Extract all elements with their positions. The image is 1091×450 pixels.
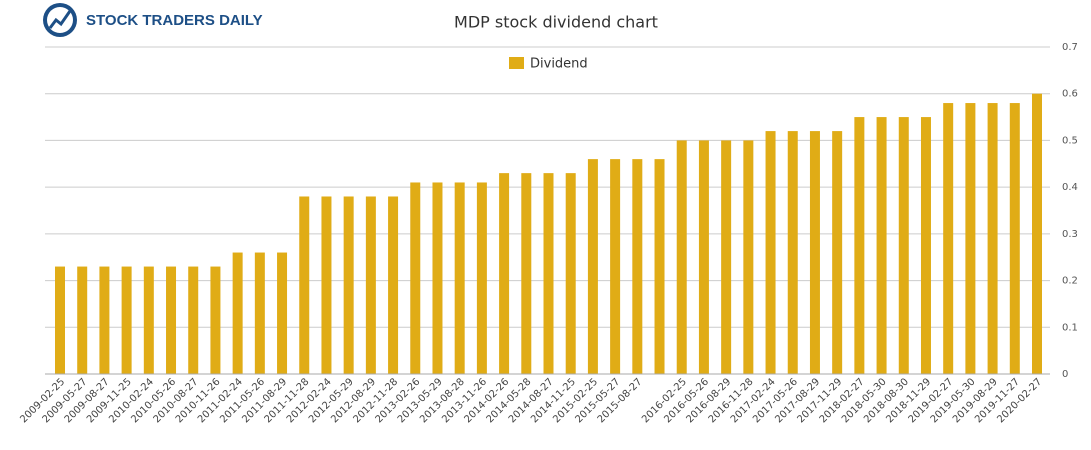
bar	[210, 266, 221, 374]
bar	[920, 117, 931, 375]
bar	[832, 131, 843, 374]
bar	[565, 173, 576, 374]
bar	[254, 252, 265, 374]
bar	[809, 131, 820, 374]
bar	[787, 131, 798, 374]
bar	[965, 103, 976, 375]
bar	[632, 159, 643, 374]
bar	[232, 252, 243, 374]
bar	[521, 173, 532, 374]
y-tick-label: 0.7	[1062, 42, 1078, 53]
bar	[388, 196, 399, 374]
bar	[121, 266, 132, 374]
y-tick-label: 0.4	[1062, 182, 1078, 193]
y-tick-label: 0.3	[1062, 229, 1078, 240]
bar	[365, 196, 376, 374]
bar	[299, 196, 310, 374]
logo: STOCK TRADERS DAILY	[43, 3, 263, 37]
bar	[1032, 93, 1042, 374]
bar	[943, 103, 954, 375]
bar	[543, 173, 554, 374]
bar	[743, 140, 754, 374]
bar	[99, 266, 110, 374]
bar	[277, 252, 288, 374]
bar	[610, 159, 621, 374]
bar	[676, 140, 687, 374]
bar	[143, 266, 154, 374]
bar	[343, 196, 354, 374]
chart-title: MDP stock dividend chart	[454, 13, 658, 32]
bar	[499, 173, 510, 374]
y-tick-label: 0.6	[1062, 89, 1078, 100]
bar	[898, 117, 909, 375]
brand: STOCK TRADERS DAILY	[86, 12, 263, 29]
bar	[166, 266, 177, 374]
bar	[587, 159, 598, 374]
bar	[698, 140, 709, 374]
bar	[987, 103, 998, 375]
bar	[476, 182, 487, 374]
bar	[410, 182, 421, 374]
bar	[188, 266, 199, 374]
bar	[876, 117, 887, 375]
bar	[321, 196, 332, 374]
bar	[654, 159, 665, 374]
y-tick-label: 0.5	[1062, 135, 1078, 146]
bar	[1009, 103, 1020, 375]
bar	[55, 266, 65, 374]
y-tick-label: 0	[1062, 369, 1068, 380]
bar	[765, 131, 776, 374]
y-tick-label: 0.2	[1062, 276, 1078, 287]
bar	[454, 182, 465, 374]
bar	[77, 266, 88, 374]
bar	[721, 140, 732, 374]
legend-label: Dividend	[530, 57, 588, 72]
bar	[432, 182, 443, 374]
y-tick-label: 0.1	[1062, 322, 1078, 333]
legend-swatch	[509, 57, 524, 69]
bar	[854, 117, 865, 375]
